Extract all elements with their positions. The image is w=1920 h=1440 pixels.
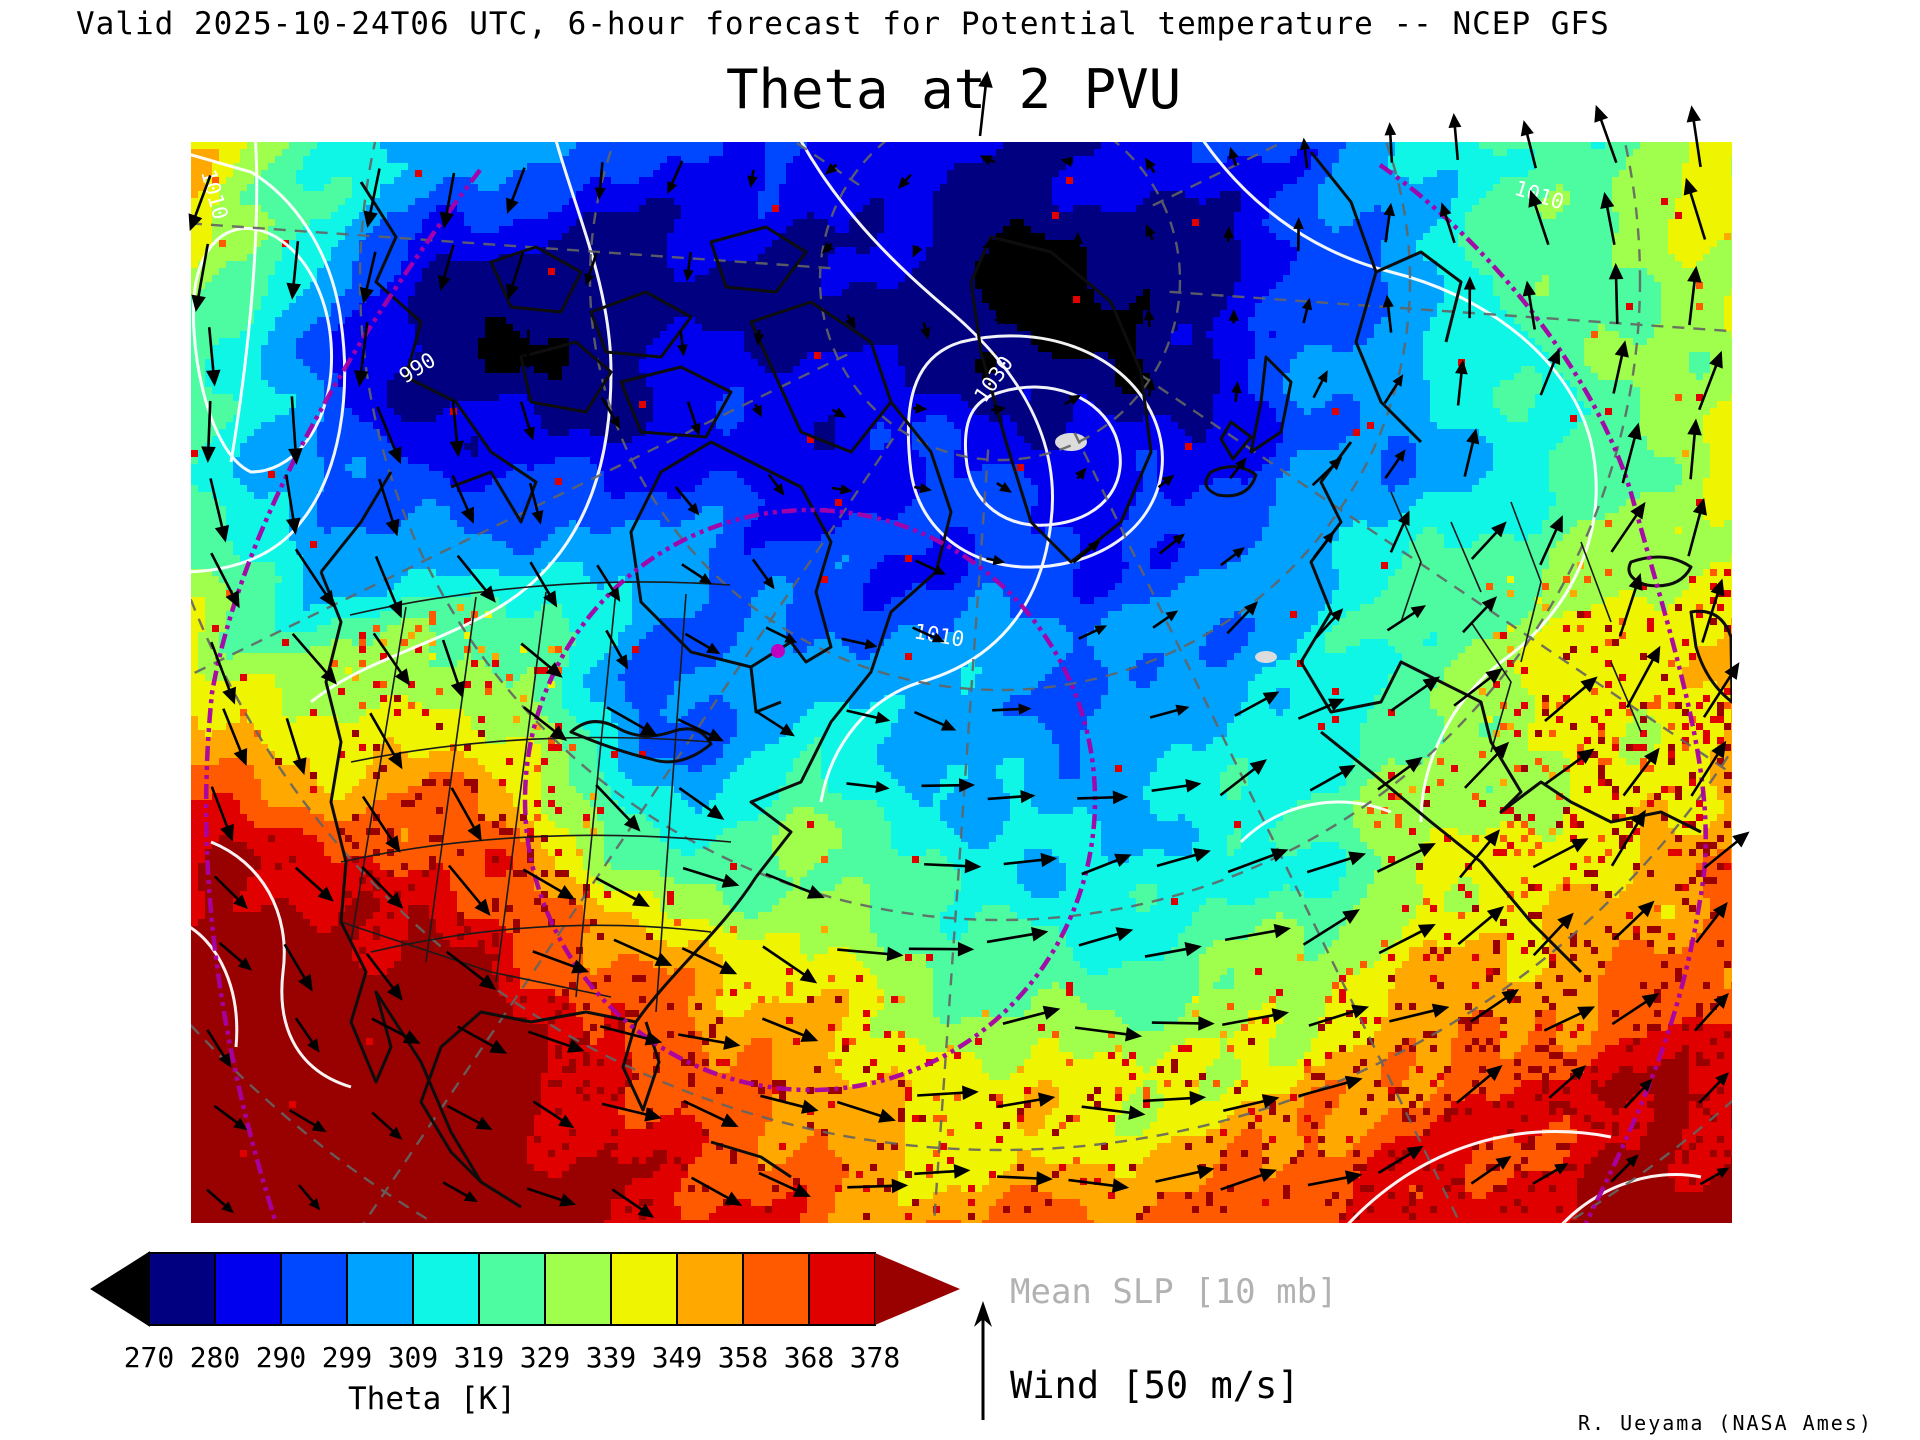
colorbar-tick-labels: 270 280 290 299 309 319 329 339 349 358 368 378 [0, 1341, 1100, 1381]
colorbar-tick-label: 290 [255, 1341, 307, 1374]
svg-text:1010: 1010 [1511, 176, 1567, 214]
colorbar-segment [214, 1252, 282, 1326]
slp-contour-lines [191, 142, 1702, 1223]
colorbar-tick-label: 368 [783, 1341, 835, 1374]
colorbar-segment [544, 1252, 612, 1326]
theta-colorbar [90, 1251, 960, 1327]
colorbar-segment [478, 1252, 546, 1326]
colorbar-tick-label: 378 [849, 1341, 901, 1374]
colorbar-tick-label: 329 [519, 1341, 571, 1374]
map-plot-area: 1010 990 1030 1010 1010 [188, 70, 1750, 1223]
colorbar-under-arrow [90, 1251, 150, 1327]
wind-arrows [188, 70, 1750, 1218]
page-title: Theta at 2 PVU [726, 58, 1182, 121]
colorbar-tick-label: 280 [189, 1341, 241, 1374]
credits: R. Ueyama (NASA Ames) L. Lait (NASA Ames… [1578, 1336, 1920, 1440]
wind-legend-label: Wind [50 m/s] [1010, 1364, 1300, 1407]
colorbar-segment [148, 1252, 216, 1326]
colorbar-segment [412, 1252, 480, 1326]
colorbar-axis-label: Theta [K] [348, 1381, 516, 1417]
colorbar-tick-label: 270 [123, 1341, 175, 1374]
terminator-lines [203, 163, 1708, 1223]
colorbar-segment [676, 1252, 744, 1326]
colorbar-segment [280, 1252, 348, 1326]
credit-line-1: R. Ueyama (NASA Ames) [1578, 1411, 1873, 1435]
colorbar-tick-label: 299 [321, 1341, 373, 1374]
colorbar-segment [742, 1252, 810, 1326]
svg-text:1010: 1010 [196, 167, 232, 222]
colorbar-tick-label: 319 [453, 1341, 505, 1374]
colorbar-segment [808, 1252, 876, 1326]
svg-text:1010: 1010 [912, 619, 966, 651]
station-marker-dot [771, 644, 785, 658]
svg-text:1030: 1030 [969, 352, 1018, 407]
mean-slp-legend-label: Mean SLP [10 mb] [1010, 1272, 1338, 1312]
colorbar-segment [346, 1252, 414, 1326]
colorbar-tick-label: 309 [387, 1341, 439, 1374]
colorbar-tick-label: 358 [717, 1341, 769, 1374]
colorbar-tick-label: 339 [585, 1341, 637, 1374]
colorbar-tick-label: 349 [651, 1341, 703, 1374]
colorbar-segment [610, 1252, 678, 1326]
valid-time-header: Valid 2025-10-24T06 UTC, 6-hour forecast… [76, 6, 1610, 42]
wind-scale-arrow-icon [974, 1301, 992, 1420]
colorbar-over-arrow [875, 1253, 960, 1325]
coastlines [319, 151, 1732, 1209]
